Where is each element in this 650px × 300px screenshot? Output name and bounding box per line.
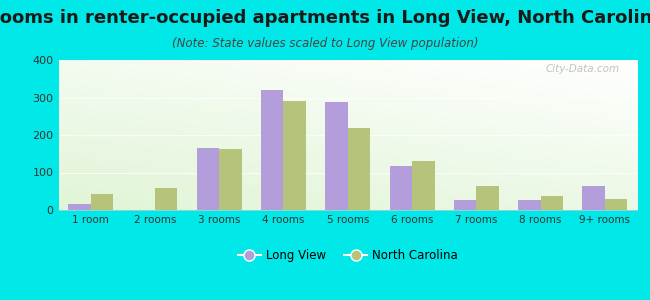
Bar: [454, 200, 476, 210]
Bar: [412, 160, 434, 210]
Bar: [155, 188, 177, 210]
Bar: [605, 199, 627, 210]
Bar: [325, 102, 348, 210]
Bar: [348, 128, 370, 210]
Bar: [90, 194, 113, 210]
Legend: Long View, North Carolina: Long View, North Carolina: [233, 245, 463, 267]
Bar: [582, 186, 605, 210]
Text: City-Data.com: City-Data.com: [545, 64, 619, 74]
Bar: [541, 196, 563, 210]
Bar: [261, 90, 283, 210]
Bar: [476, 186, 499, 210]
Bar: [389, 166, 412, 210]
Bar: [518, 200, 541, 210]
Bar: [68, 204, 90, 210]
Text: (Note: State values scaled to Long View population): (Note: State values scaled to Long View …: [172, 38, 478, 50]
Bar: [283, 101, 306, 210]
Text: Rooms in renter-occupied apartments in Long View, North Carolina: Rooms in renter-occupied apartments in L…: [0, 9, 650, 27]
Bar: [197, 148, 219, 210]
Bar: [219, 149, 242, 210]
